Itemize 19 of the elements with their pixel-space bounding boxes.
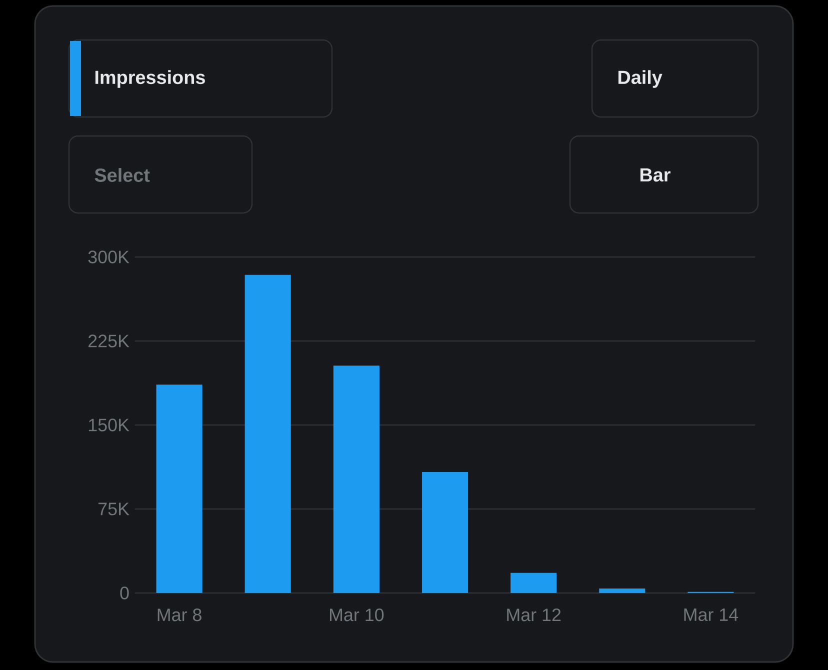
bar [244,274,291,593]
chart-title: Impressions [95,70,205,88]
text: Daily [618,70,662,88]
bar [422,472,468,593]
text: Select [94,168,150,182]
y-tick-label: 75K [98,502,130,516]
bar [156,384,202,593]
y-tick-label: 300K [88,250,130,264]
bar [333,366,380,593]
y-tick-label: 225K [88,334,130,348]
text: Bar [640,168,670,182]
x-tick-label: Mar 12 [507,608,561,622]
y-tick-label: 150K [88,418,130,432]
x-tick-label: Mar 14 [684,608,738,622]
y-tick-label: 0 [120,586,129,600]
bar [510,572,557,593]
x-tick-label: Mar 10 [330,608,384,622]
x-tick-label: Mar 8 [158,608,202,622]
bar [599,588,646,593]
